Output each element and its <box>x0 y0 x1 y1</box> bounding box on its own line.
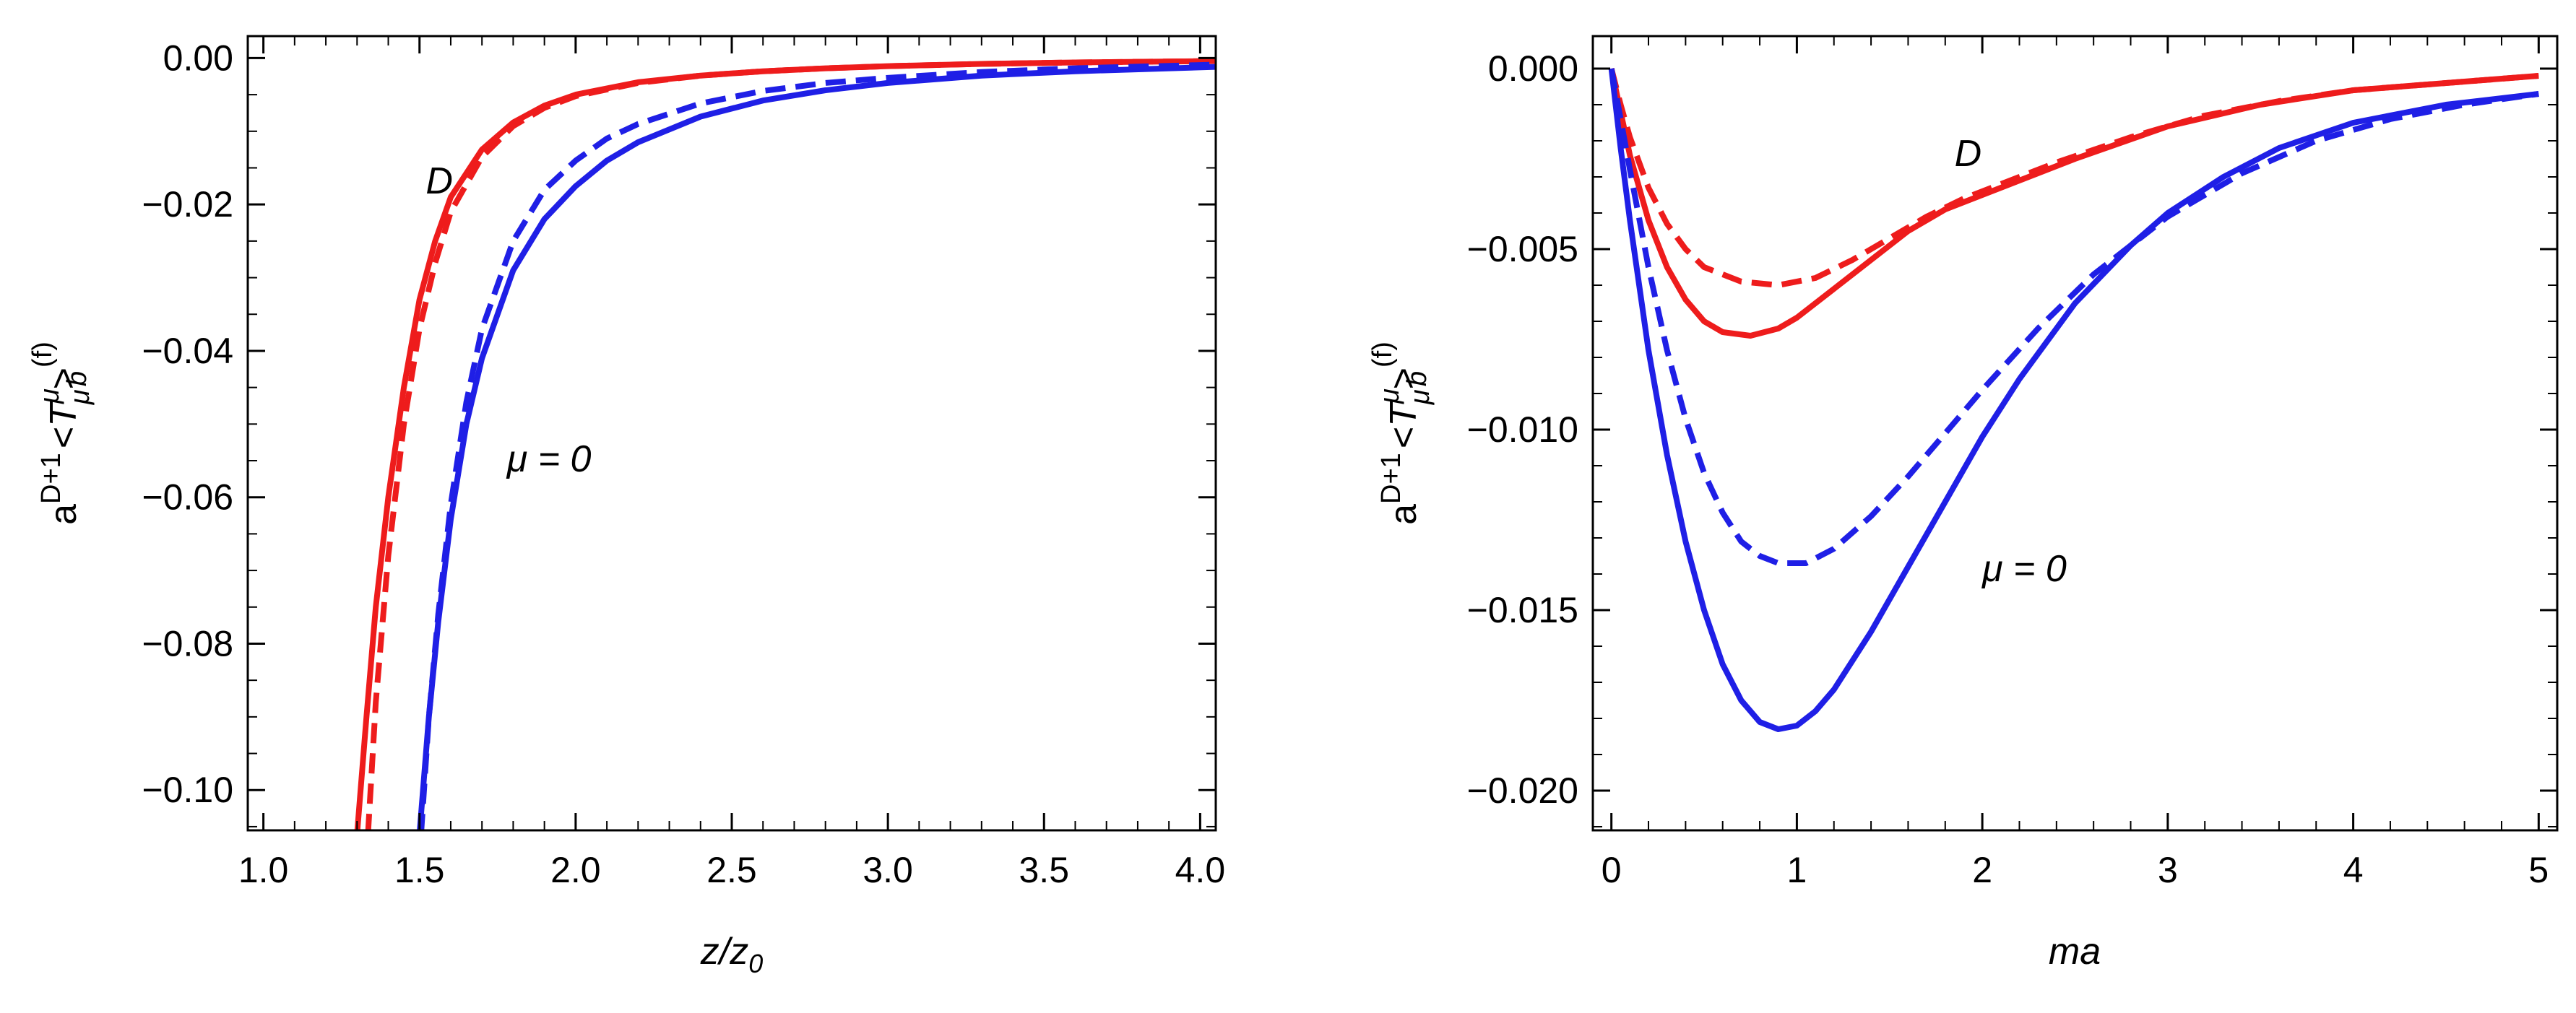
left-annotation-D: D <box>425 160 453 202</box>
right-series-blue-solid <box>1608 68 2539 732</box>
right-series-blue-dashed <box>1608 68 2539 566</box>
left-tick-labels: 1.0 1.5 2.0 2.5 3.0 3.5 4.0 0.00 −0.02 −0.04 −0.06… <box>142 38 1225 890</box>
right-y-tick-label: −0.020 <box>1467 770 1578 811</box>
right-annotation-mu0: μ = 0 <box>1981 548 2067 590</box>
left-x-tick-label: 2.5 <box>706 850 757 890</box>
left-series-blue-dashed <box>418 61 1216 830</box>
left-x-axis-title: z/z0 <box>700 931 763 978</box>
right-x-tick-label: 5 <box>2528 850 2549 890</box>
left-annotation-mu0: μ = 0 <box>506 438 592 480</box>
left-ticks <box>248 36 1216 830</box>
left-x-axis-title-main: z/z <box>700 931 748 973</box>
right-ylabel-outer-sup: (f) <box>1367 342 1398 368</box>
right-x-tick-label: 0 <box>1602 850 1622 890</box>
right-tick-labels: 0 1 2 3 4 5 0.000 −0.005 −0.010 −0.015 −0.020 <box>1467 48 2549 890</box>
left-chart: 1.0 1.5 2.0 2.5 3.0 3.5 4.0 0.00 −0.02 −0.04 −0.06… <box>27 35 1225 978</box>
left-series-red-solid <box>354 58 1216 830</box>
right-x-tick-label: 4 <box>2343 850 2364 890</box>
left-plot-area <box>354 58 1216 830</box>
right-annotations: Dμ = 0 <box>1955 133 2067 590</box>
right-frame <box>1591 35 2559 832</box>
right-ylabel-core-sub: μ <box>1405 389 1435 405</box>
right-y-tick-label: −0.005 <box>1467 229 1578 269</box>
right-x-axis-title: ma <box>2049 931 2101 973</box>
left-y-tick-label: −0.10 <box>142 770 233 810</box>
left-annotations: Dμ = 0 <box>425 160 591 480</box>
right-series-red-solid <box>1608 68 2539 339</box>
right-x-tick-label: 1 <box>1786 850 1807 890</box>
left-ylabel-outer-sup: (f) <box>27 342 58 368</box>
right-ylabel-close: > <box>1383 368 1425 389</box>
left-x-tick-label: 4.0 <box>1175 850 1226 890</box>
left-x-tick-label: 3.0 <box>863 850 913 890</box>
left-x-tick-label: 3.5 <box>1019 850 1070 890</box>
left-y-tick-label: −0.02 <box>142 184 233 225</box>
right-ylabel-open: < <box>1383 427 1425 448</box>
right-series-red-dashed <box>1608 68 2539 288</box>
left-series-red-dashed <box>365 58 1216 830</box>
left-y-tick-label: −0.06 <box>142 477 233 518</box>
left-frame <box>246 35 1217 832</box>
left-y-tick-label: −0.08 <box>142 623 233 664</box>
left-x-tick-label: 1.5 <box>394 850 445 890</box>
left-series-blue-solid <box>417 64 1216 830</box>
right-ylabel-core: T <box>1383 401 1425 427</box>
left-x-tick-label: 1.0 <box>238 850 289 890</box>
left-ylabel-outer-sub: b <box>62 371 92 386</box>
right-ylabel-base-sup: D+1 <box>1376 453 1406 504</box>
right-x-tick-label: 3 <box>2158 850 2178 890</box>
left-y-tick-label: 0.00 <box>163 38 233 78</box>
left-ylabel-open: < <box>43 427 85 448</box>
left-ylabel-core-sub: μ <box>65 389 95 405</box>
right-y-tick-label: −0.015 <box>1467 590 1578 630</box>
left-ylabel-base-sup: D+1 <box>36 453 66 504</box>
right-x-tick-label: 2 <box>1972 850 1992 890</box>
right-plot-area <box>1608 68 2539 732</box>
right-y-tick-label: 0.000 <box>1488 48 1578 89</box>
right-ylabel-base: a <box>1383 504 1425 525</box>
left-ylabel-base: a <box>43 504 85 525</box>
right-y-axis-title: aD+1 <Tμμ>(f) b <box>1367 342 1435 525</box>
left-y-tick-label: −0.04 <box>142 331 233 371</box>
right-ticks <box>1593 36 2557 830</box>
left-ylabel-core-sup: μ <box>35 388 65 404</box>
right-ylabel-outer-sub: b <box>1402 371 1432 386</box>
right-y-tick-label: −0.010 <box>1467 409 1578 450</box>
right-chart: 0 1 2 3 4 5 0.000 −0.005 −0.010 −0.015 −0.020 Dμ =… <box>1367 35 2559 973</box>
left-x-axis-title-sub: 0 <box>748 949 763 978</box>
right-annotation-D: D <box>1955 133 1982 175</box>
left-ylabel-core: T <box>43 401 85 427</box>
left-ylabel-close: > <box>43 368 85 389</box>
left-y-axis-title: aD+1 <Tμμ>(f) b <box>27 342 95 525</box>
right-ylabel-core-sup: μ <box>1375 388 1405 404</box>
left-x-tick-label: 2.0 <box>550 850 601 890</box>
